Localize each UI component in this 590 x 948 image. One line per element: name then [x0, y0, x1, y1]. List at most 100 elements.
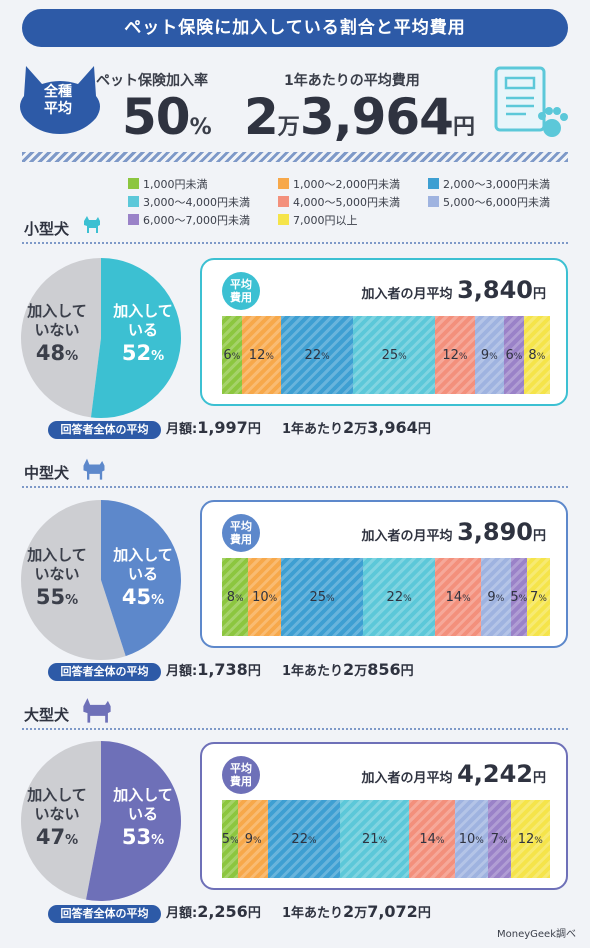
bar-segment-label: 8% [528, 347, 546, 363]
join-rate-pie [20, 741, 181, 901]
cost-man: 2 [244, 88, 279, 146]
bar-segment-label: 9% [244, 831, 262, 847]
pie-label-not-joined: 加入して いない 48% [27, 302, 87, 365]
bar-segment-label: 5% [221, 831, 239, 847]
bar-segment: 7% [487, 800, 511, 878]
bar-segment: 14% [408, 800, 455, 878]
bar-segment: 25% [281, 558, 364, 636]
section-title: 中型犬 [24, 464, 70, 482]
bar-segment-label: 5% [510, 589, 528, 605]
legend-item: 1,000円未満 [128, 176, 208, 192]
pie-slice-joined [86, 741, 181, 901]
resp-yearly: 1年あたり2万7,072円 [282, 902, 431, 921]
legend-swatch [278, 178, 289, 189]
legend-swatch [278, 196, 289, 207]
resp-monthly-value: 2,256 [197, 902, 248, 921]
legend-swatch [128, 178, 139, 189]
bar-segment-label: 10% [458, 831, 484, 847]
bar-segment-label: 22% [386, 589, 412, 605]
legend-item: 3,000〜4,000円未満 [128, 194, 250, 210]
bar-segment: 7% [527, 558, 550, 636]
member-monthly-avg: 加入者の月平均 4,242円 [361, 760, 546, 788]
cost-panel: 平均 費用 加入者の月平均 3,840円 6% 12% 22% 25% 12% 9% 6% 8… [200, 258, 568, 406]
bar-segment: 5% [510, 558, 528, 636]
legend-swatch [428, 178, 439, 189]
rate-number: 50 [122, 88, 191, 146]
cost-distribution-bar: 8% 10% 25% 22% 14% 9% 5% 7% [222, 558, 550, 636]
respondents-avg-pill: 回答者全体の平均 [48, 663, 161, 681]
section-title: 小型犬 [24, 220, 70, 238]
bar-segment-label: 7% [530, 589, 547, 605]
legend-item: 4,000〜5,000円未満 [278, 194, 400, 210]
bar-segment: 14% [435, 558, 482, 636]
cost-rest: 3,964 [299, 88, 454, 146]
member-monthly-value: 3,840 [457, 276, 533, 304]
bar-segment-label: 9% [480, 347, 498, 363]
join-rate-pie [20, 500, 181, 660]
bar-segment-label: 10% [252, 589, 278, 605]
cost-panel: 平均 費用 加入者の月平均 4,242円 5% 9% 22% 21% 14% 10% 7% 1… [200, 742, 568, 890]
bar-segment: 10% [248, 558, 282, 636]
bar-segment: 10% [454, 800, 488, 878]
resp-yearly-value: 856 [367, 660, 401, 679]
resp-yearly-value: 7,072 [367, 902, 418, 921]
member-monthly-value: 4,242 [457, 760, 533, 788]
bar-segment: 6% [504, 316, 524, 394]
resp-yearly: 1年あたり2万856円 [282, 660, 414, 679]
bar-segment: 8% [222, 558, 249, 636]
section-divider [22, 486, 568, 488]
cost-value: 2万3,964円 [244, 92, 475, 142]
document-paw-icon [494, 66, 568, 137]
pie-value-not-joined: 47 [35, 825, 66, 849]
resp-monthly-value: 1,997 [197, 418, 248, 437]
legend-swatch [428, 196, 439, 207]
dog-head-badge-icon [20, 66, 100, 134]
bar-segment: 12% [510, 800, 551, 878]
member-monthly-avg: 加入者の月平均 3,890円 [361, 518, 546, 546]
bar-segment: 22% [281, 316, 354, 394]
rate-value: 50% [122, 92, 212, 142]
pie-slice-joined [101, 500, 181, 657]
legend-swatch [128, 196, 139, 207]
bar-segment-label: 7% [490, 831, 508, 847]
legend-swatch [128, 214, 139, 225]
bar-segment-label: 25% [309, 589, 335, 605]
pie-slice-not-joined [20, 741, 102, 900]
legend-item: 1,000〜2,000円未満 [278, 176, 400, 192]
respondents-avg-pill: 回答者全体の平均 [48, 905, 161, 923]
large-dog-icon [83, 698, 111, 723]
resp-yearly-value: 3,964 [367, 418, 418, 437]
divider-hatch [22, 152, 568, 162]
cost-man-unit: 万 [277, 115, 300, 140]
bar-segment: 9% [474, 316, 505, 394]
cost-distribution-bar: 6% 12% 22% 25% 12% 9% 6% 8% [222, 316, 551, 394]
bar-segment: 22% [267, 800, 341, 878]
cost-distribution-bar: 5% 9% 22% 21% 14% 10% 7% 12% [221, 800, 551, 878]
member-monthly-value: 3,890 [457, 518, 533, 546]
pie-slice-not-joined [20, 258, 101, 418]
bar-segment-label: 6% [505, 347, 523, 363]
section-title: 大型犬 [24, 706, 70, 724]
bar-segment: 25% [353, 316, 436, 394]
badge-line2: 平均 [44, 101, 72, 117]
member-monthly-avg: 加入者の月平均 3,840円 [361, 276, 546, 304]
bar-segment: 9% [481, 558, 511, 636]
avg-cost-badge: 平均 費用 [222, 756, 260, 794]
avg-cost-badge: 平均 費用 [222, 272, 260, 310]
resp-monthly: 月額:1,738円 [166, 660, 261, 679]
bar-segment: 21% [340, 800, 409, 878]
resp-monthly-value: 1,738 [197, 660, 248, 679]
summary-badge: 全種 平均 [34, 84, 82, 118]
source-credit: MoneyGeek調べ [497, 929, 576, 940]
page-title: ペット保険に加入している割合と平均費用 [22, 9, 568, 47]
bar-segment-label: 9% [487, 589, 505, 605]
pie-value-joined: 52 [121, 341, 152, 365]
bar-segment-label: 21% [361, 831, 388, 847]
resp-monthly: 月額:2,256円 [166, 902, 261, 921]
bar-segment-label: 6% [223, 347, 241, 363]
badge-line1: 全種 [44, 84, 72, 100]
bar-segment: 8% [523, 316, 551, 394]
section-divider [22, 728, 568, 730]
pie-value-joined: 45 [121, 585, 152, 609]
medium-dog-icon [83, 458, 105, 480]
